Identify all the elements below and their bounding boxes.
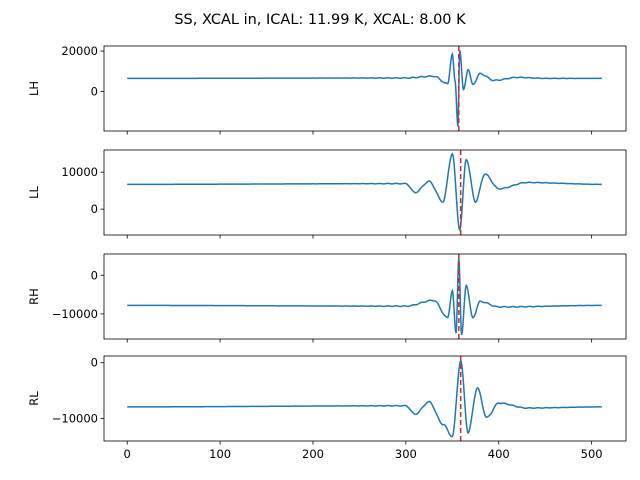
y-axis-label: RL [27, 391, 41, 406]
axes-frame [103, 149, 627, 236]
y-tick-label: 10000 [61, 165, 98, 179]
y-tick-label: 0 [91, 85, 98, 99]
subplots: 0 20000 LH 0 10000 LL −10000 0 RH −10000 0 RL 0 100 20… [27, 44, 627, 461]
panel-ll: 0 10000 LL [27, 149, 627, 239]
y-axis-label: LH [27, 81, 41, 96]
series-line [127, 50, 602, 127]
x-tick-label: 100 [209, 447, 231, 461]
y-tick-label: 0 [91, 356, 98, 370]
y-tick-label: 20000 [61, 44, 98, 58]
y-tick-label: −10000 [52, 307, 98, 321]
y-tick-label: 0 [91, 202, 98, 216]
axes-frame [103, 355, 627, 442]
series-line [127, 359, 602, 438]
x-tick-label: 200 [302, 447, 324, 461]
x-tick-label: 300 [395, 447, 417, 461]
chart-title: SS, XCAL in, ICAL: 11.99 K, XCAL: 8.00 K [174, 12, 466, 28]
panel-lh: 0 20000 LH [27, 44, 627, 135]
x-tick-label: 500 [581, 447, 603, 461]
y-tick-label: −10000 [52, 412, 98, 426]
axes-frame [103, 253, 627, 340]
series-line [127, 152, 602, 232]
panel-rl: −10000 0 RL 0 100 200 300 400 500 [27, 355, 627, 461]
y-tick-label: 0 [91, 268, 98, 282]
x-tick-label: 0 [124, 447, 131, 461]
y-axis-label: RH [27, 288, 41, 305]
series-line [127, 258, 602, 336]
axes-frame [103, 45, 627, 132]
x-tick-label: 400 [488, 447, 510, 461]
y-axis-label: LL [27, 186, 41, 199]
panel-rh: −10000 0 RH [27, 253, 627, 343]
